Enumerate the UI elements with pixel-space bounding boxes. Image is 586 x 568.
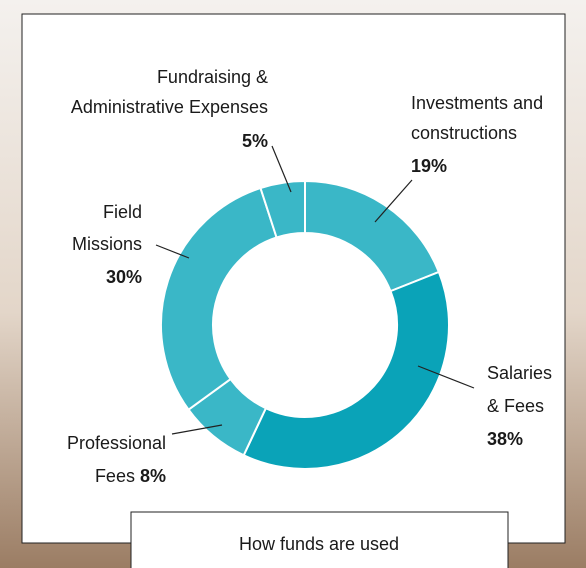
value-label: 19%: [411, 156, 447, 176]
leader-line: [374, 179, 413, 223]
title-box: [130, 511, 509, 568]
slice-label-line: Missions: [72, 234, 142, 254]
slice-label-line: Salaries: [487, 363, 552, 383]
chart-title: How funds are used: [239, 534, 399, 554]
slice-label-line: Investments and: [411, 93, 543, 113]
leader-line: [171, 424, 223, 435]
slice-label-line: Administrative Expenses: [71, 97, 268, 117]
value-label: 38%: [487, 429, 523, 449]
donut-segment: [160, 186, 278, 412]
leader-line: [271, 145, 292, 193]
slice-label-line: Professional: [67, 433, 166, 453]
leader-line: [155, 244, 190, 259]
slice-label-line: Field: [103, 202, 142, 222]
slice-label-line: constructions: [411, 123, 517, 143]
value-label: 30%: [106, 267, 142, 287]
value-label: 8%: [140, 466, 166, 486]
value-label: 5%: [242, 131, 268, 151]
leader-line: [417, 365, 475, 389]
donut-segment: [259, 179, 306, 239]
slice-label: Fees 8%: [95, 466, 166, 486]
slice-label-line: Fundraising &: [157, 67, 268, 87]
slice-label-line: & Fees: [487, 396, 544, 416]
slice-label-line: Fees: [95, 466, 135, 486]
donut-segment: [242, 270, 450, 470]
